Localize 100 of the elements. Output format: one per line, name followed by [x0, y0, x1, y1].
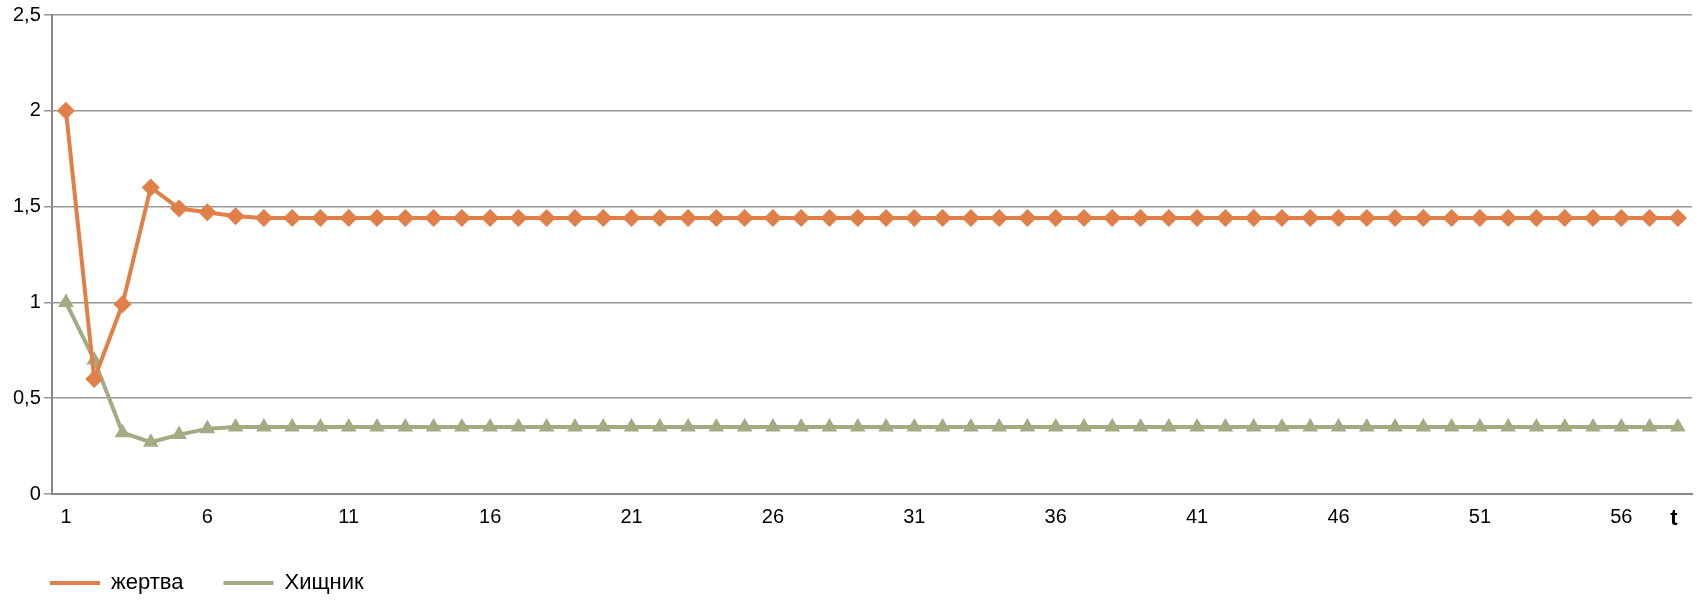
point: [793, 417, 809, 432]
point: [652, 417, 668, 432]
y-tick-label: 0: [29, 481, 41, 504]
x-axis-title: t: [1670, 505, 1679, 531]
point: [735, 209, 754, 228]
point: [1527, 209, 1546, 228]
point: [821, 417, 838, 432]
point: [1442, 209, 1461, 228]
point: [991, 417, 1007, 432]
point: [1018, 209, 1037, 228]
x-tick-label: 36: [1044, 504, 1067, 527]
point: [284, 417, 300, 432]
point: [538, 417, 555, 432]
point: [198, 203, 217, 222]
x-tick-label: 41: [1185, 504, 1209, 527]
point: [595, 417, 612, 432]
point: [1443, 417, 1460, 432]
x-tick-label: 21: [620, 504, 643, 527]
point: [1641, 417, 1658, 432]
point: [878, 417, 894, 432]
point: [396, 209, 415, 228]
point: [1414, 209, 1433, 228]
y-tick-label: 1,5: [12, 194, 41, 217]
point: [1076, 417, 1092, 432]
point: [340, 417, 357, 432]
point: [963, 417, 979, 432]
point: [113, 295, 132, 314]
point: [114, 423, 131, 438]
x-tick-label: 1: [60, 504, 72, 527]
point: [905, 209, 924, 228]
point: [1161, 417, 1177, 432]
point: [1387, 417, 1403, 432]
point: [1330, 417, 1347, 432]
point: [141, 178, 160, 197]
point: [227, 417, 244, 432]
point: [254, 209, 273, 228]
point: [509, 209, 528, 228]
point: [1245, 417, 1262, 432]
point: [1019, 417, 1036, 432]
point: [425, 417, 442, 432]
point: [170, 199, 189, 218]
point: [482, 417, 498, 432]
point: [933, 209, 952, 228]
x-tick-label: 51: [1468, 504, 1492, 527]
point: [707, 209, 726, 228]
legend-label: жертва: [111, 569, 185, 595]
point: [623, 417, 640, 432]
point: [1189, 417, 1205, 432]
point: [510, 417, 527, 432]
point: [171, 425, 187, 440]
point: [58, 293, 74, 307]
x-tick-label: 31: [903, 504, 926, 527]
point: [736, 417, 753, 432]
point: [708, 417, 725, 432]
point: [680, 417, 696, 432]
point: [1216, 209, 1235, 228]
point: [1415, 417, 1432, 432]
point: [934, 417, 951, 432]
point: [567, 417, 583, 432]
point: [1047, 417, 1064, 432]
x-tick-label: 46: [1327, 504, 1350, 527]
point: [312, 417, 329, 432]
y-tick-label: 2: [29, 98, 41, 121]
point: [537, 209, 556, 228]
point: [906, 417, 923, 432]
point: [256, 417, 272, 432]
point: [397, 417, 414, 432]
point: [1472, 417, 1488, 432]
x-tick-label: 56: [1610, 504, 1633, 527]
point: [369, 417, 385, 432]
point: [1670, 417, 1686, 432]
y-tick-label: 0,5: [12, 385, 41, 408]
x-tick-label: 16: [479, 504, 502, 527]
x-tick-label: 11: [338, 504, 360, 527]
point: [1613, 417, 1630, 432]
point: [1104, 417, 1121, 432]
point: [820, 209, 839, 228]
point: [226, 207, 245, 226]
point: [424, 209, 443, 228]
point: [1358, 417, 1375, 432]
point: [199, 419, 216, 434]
point: [1500, 417, 1516, 432]
point: [1244, 209, 1263, 228]
point: [142, 433, 159, 447]
point: [1329, 209, 1348, 228]
point: [1640, 209, 1659, 228]
point: [1302, 417, 1319, 432]
point: [765, 417, 781, 432]
point: [1217, 417, 1234, 432]
point: [1528, 417, 1545, 432]
point: [1131, 209, 1150, 228]
legend-label: Хищник: [284, 569, 364, 595]
point: [622, 209, 641, 228]
point: [1585, 417, 1601, 432]
point: [1075, 209, 1093, 228]
point: [1556, 417, 1573, 432]
point: [1046, 209, 1065, 228]
point: [1274, 417, 1290, 432]
point: [311, 209, 330, 228]
point: [849, 417, 866, 432]
